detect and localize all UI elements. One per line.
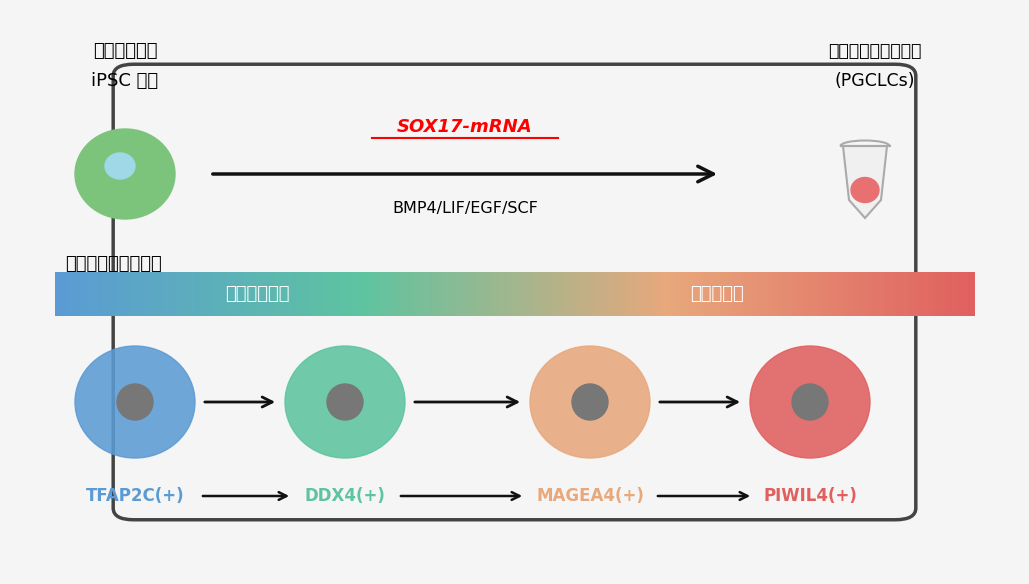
- Text: 前精原細胞: 前精原細胞: [690, 285, 744, 303]
- Text: 始原生殖細胞: 始原生殖細胞: [225, 285, 289, 303]
- Ellipse shape: [105, 153, 135, 179]
- Ellipse shape: [572, 384, 608, 420]
- FancyArrowPatch shape: [400, 492, 520, 500]
- Ellipse shape: [285, 346, 405, 458]
- Text: iPSC 細胞: iPSC 細胞: [92, 72, 158, 90]
- Polygon shape: [843, 146, 887, 218]
- Text: TFAP2C(+): TFAP2C(+): [85, 487, 184, 505]
- Ellipse shape: [851, 178, 879, 203]
- Text: SOX17-mRNA: SOX17-mRNA: [397, 118, 533, 136]
- Text: マウス腎皮膜下移植: マウス腎皮膜下移植: [65, 255, 162, 273]
- FancyArrowPatch shape: [660, 397, 737, 407]
- Ellipse shape: [117, 384, 153, 420]
- Text: マーモセット: マーモセット: [93, 42, 157, 60]
- Ellipse shape: [75, 346, 196, 458]
- Ellipse shape: [530, 346, 650, 458]
- FancyArrowPatch shape: [205, 397, 272, 407]
- Text: (PGCLCs): (PGCLCs): [835, 72, 915, 90]
- Text: MAGEA4(+): MAGEA4(+): [536, 487, 644, 505]
- Ellipse shape: [327, 384, 363, 420]
- FancyArrowPatch shape: [415, 397, 518, 407]
- Ellipse shape: [750, 346, 870, 458]
- Text: 始原生殖細胞様細胞: 始原生殖細胞様細胞: [828, 42, 922, 60]
- Ellipse shape: [75, 129, 175, 219]
- Text: PIWIL4(+): PIWIL4(+): [764, 487, 857, 505]
- FancyArrowPatch shape: [658, 492, 747, 500]
- Text: DDX4(+): DDX4(+): [305, 487, 386, 505]
- Text: BMP4/LIF/EGF/SCF: BMP4/LIF/EGF/SCF: [392, 201, 538, 217]
- FancyArrowPatch shape: [203, 492, 286, 500]
- Ellipse shape: [792, 384, 828, 420]
- FancyArrowPatch shape: [213, 166, 713, 182]
